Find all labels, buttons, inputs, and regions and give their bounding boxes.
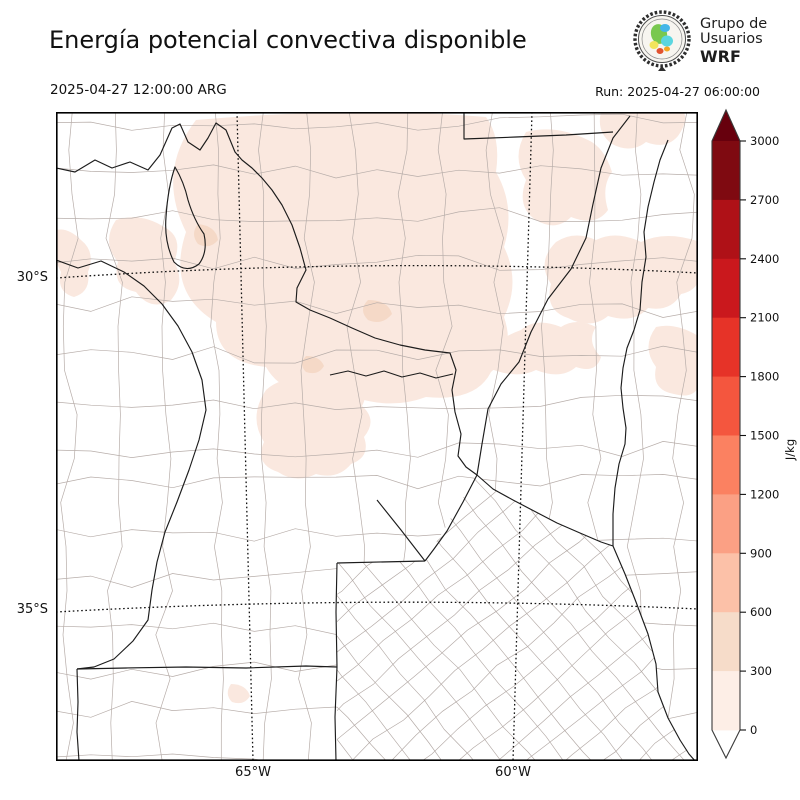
boundary-line [337,475,696,761]
globe-emblem-icon [633,10,691,71]
colorbar-band [712,494,740,554]
boundary-line [337,485,594,761]
colorbar-tick-label: 300 [750,664,772,678]
boundary-line [155,113,173,760]
province-boundaries [57,113,696,760]
gridline-30s [57,264,697,279]
colorbar-tick-label: 2700 [750,193,779,207]
colorbar-tick-label: 1500 [750,429,779,443]
boundary-line [298,113,315,760]
wrf-users-group-logo: Grupo de Usuarios WRF [632,8,797,74]
graticule-gridlines [57,113,697,760]
boundary-line [57,474,697,490]
boundary-line [57,164,697,179]
colorbar-tick-label: 2100 [750,311,779,325]
colorbar-tick-label: 3000 [750,134,779,148]
boundary-line [57,296,697,318]
boundary-line [375,475,696,761]
colorbar-tick-label: 600 [750,605,772,619]
colorbar-band [712,376,740,436]
boundary-line [57,345,697,364]
boundary-line [337,475,696,761]
cape-shading [57,113,697,704]
boundary-line [337,491,696,761]
logo-line3: WRF [700,47,741,67]
boundary-line [57,254,697,271]
colorbar-band [712,141,740,201]
boundary-line [337,475,696,761]
cape-map [56,112,698,761]
colorbar-tick-label: 900 [750,546,772,560]
boundary-line [57,528,697,543]
boundary-line [57,113,697,131]
boundary-line [337,475,696,761]
colorbar-tick-label: 1200 [750,487,779,501]
boundary-line [337,475,696,761]
colorbar-tick-label: 0 [750,723,757,737]
map-frame [56,112,698,761]
gridline-60w [512,113,533,760]
colorbar-tick-label: 1800 [750,370,779,384]
lat-tick-30s: 30°S [16,270,48,285]
boundary-line [57,207,697,222]
boundary-line [105,113,123,760]
colorbar-band [712,612,740,672]
boundary-line [667,113,695,760]
boundary-line [393,475,696,761]
valid-time-label: 2025-04-27 12:00:00 ARG [50,82,227,98]
colorbar-band [712,258,740,319]
boundary-line [337,499,576,761]
colorbar-over-arrow [712,110,740,141]
gridline-65w [236,113,254,760]
boundary-line [258,113,272,760]
buenos-aires-region [337,475,696,761]
boundary-line [337,475,647,761]
boundary-line [337,475,696,761]
cape-colorbar: 30002700240021001800150012009006003000J/… [711,108,797,760]
colorbar-band [712,199,740,260]
boundary-line [210,113,224,760]
boundary-line [337,475,665,761]
page-title: Energía potencial convectiva disponible [49,26,527,54]
boundary-line [339,509,696,761]
run-time-label: Run: 2025-04-27 06:00:00 [595,84,760,99]
boundary-line [57,394,697,410]
boundary-line [337,475,629,761]
boundary-line [369,544,696,761]
map-panel [56,112,698,761]
colorbar-panel: 3000 2700 2400 2100 1800 1500 1200 900 600 300 0 J/… [706,106,800,774]
colorbar-units-label: J/kg [783,439,797,461]
boundary-line [337,475,683,745]
colorbar-band [712,435,740,495]
colorbar-band [712,317,740,377]
boundary-line [354,526,696,761]
lat-tick-35s: 35°S [16,602,48,617]
boundary-line [57,441,697,458]
boundary-line [337,475,696,761]
colorbar-band [712,671,740,731]
logo-line1: Grupo de [700,15,768,32]
logo-line2: Usuarios [700,31,763,48]
boundary-line [357,475,696,761]
gridline-35s [57,601,697,613]
boundary-line [60,113,79,760]
boundary-line [337,475,612,761]
lon-tick-60w: 60°W [495,765,531,780]
lon-tick-65w: 65°W [235,765,271,780]
colorbar-band [712,553,740,613]
colorbar-tick-label: 2400 [750,252,779,266]
colorbar-under-arrow [712,730,740,758]
